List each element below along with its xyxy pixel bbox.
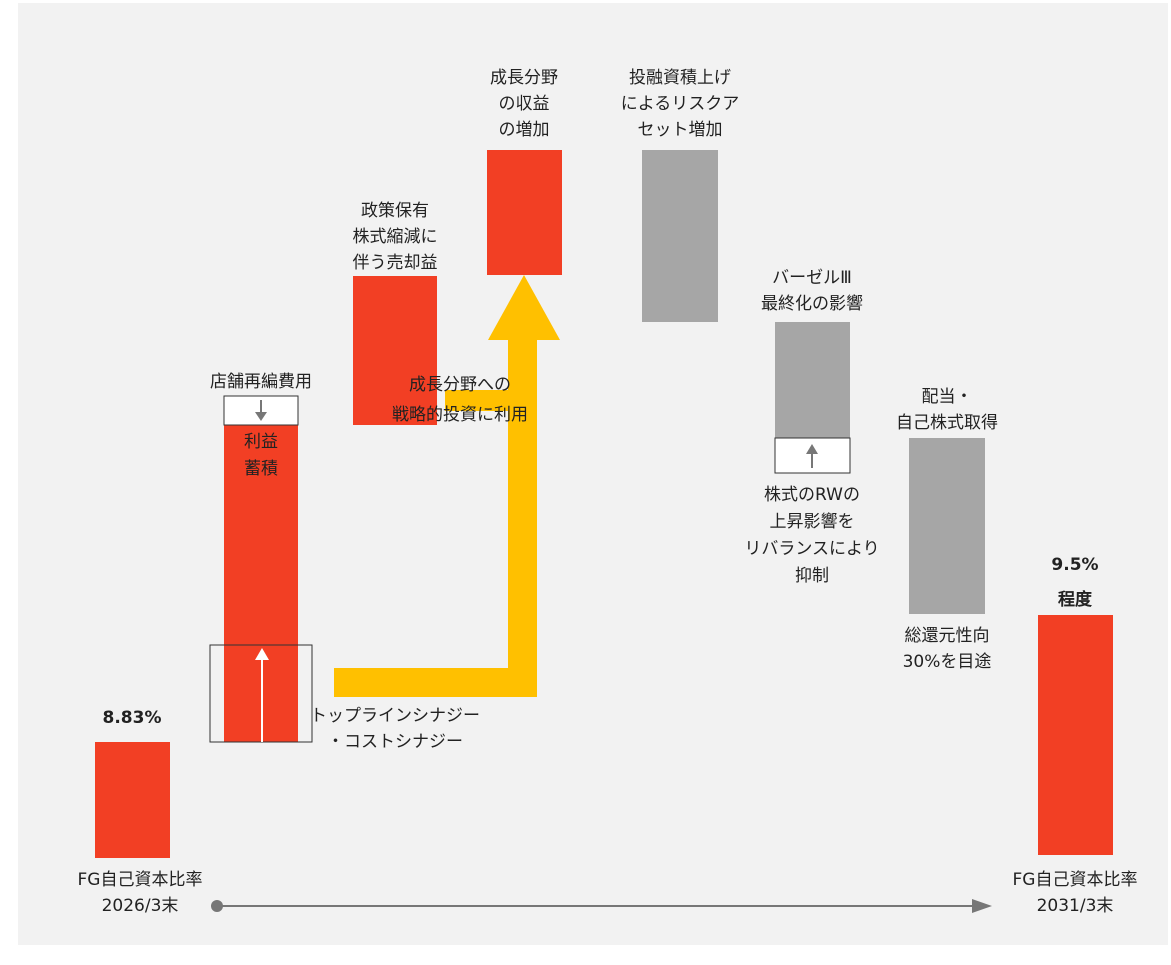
risk-bar: [642, 150, 718, 322]
callout: 戦略的投資に利用: [392, 405, 528, 425]
caption: 投融資積上げ: [629, 68, 731, 88]
growth-bar: [487, 150, 562, 275]
caption: トップラインシナジー: [310, 706, 480, 726]
caption: の収益: [499, 94, 550, 114]
caption: 株式縮減に: [353, 227, 438, 247]
caption: 抑制: [795, 566, 829, 586]
caption: 2026/3末: [102, 896, 179, 916]
caption: 総還元性向: [905, 626, 990, 646]
caption: 店舗再編費用: [210, 372, 312, 392]
panel: [18, 3, 1168, 945]
value-label: 9.5%: [1051, 555, 1098, 575]
caption: ・コストシナジー: [327, 732, 463, 752]
basel-bar: [775, 322, 850, 438]
caption: 政策保有: [361, 201, 429, 221]
caption: 成長分野: [490, 68, 558, 88]
payout-bar: [909, 438, 985, 614]
callout: 成長分野への: [409, 375, 511, 395]
caption: 最終化の影響: [761, 294, 863, 314]
caption: 30%を目途: [903, 652, 992, 672]
sale-bar: [353, 276, 437, 425]
caption: バーゼルⅢ: [772, 268, 852, 288]
caption: FG自己資本比率: [1013, 870, 1138, 890]
caption: 配当・: [922, 387, 973, 407]
caption: リバランスにより: [744, 539, 879, 559]
caption: 株式のRWの: [764, 485, 860, 505]
caption: FG自己資本比率: [78, 870, 203, 890]
strategic-arrow: [334, 275, 560, 697]
bar-text: 利益: [244, 432, 278, 452]
bar-text: 蓄積: [244, 459, 278, 479]
caption: の増加: [499, 120, 550, 140]
start-bar: [95, 742, 170, 858]
caption: 上昇影響を: [770, 512, 855, 532]
end-bar: [1038, 615, 1113, 855]
caption: によるリスクア: [621, 94, 740, 114]
value-label: 8.83%: [103, 708, 162, 728]
caption: セット増加: [638, 120, 723, 140]
value-label: 程度: [1058, 589, 1093, 610]
caption: 2031/3末: [1037, 896, 1114, 916]
caption: 自己株式取得: [896, 413, 998, 433]
caption: 伴う売却益: [353, 253, 438, 273]
